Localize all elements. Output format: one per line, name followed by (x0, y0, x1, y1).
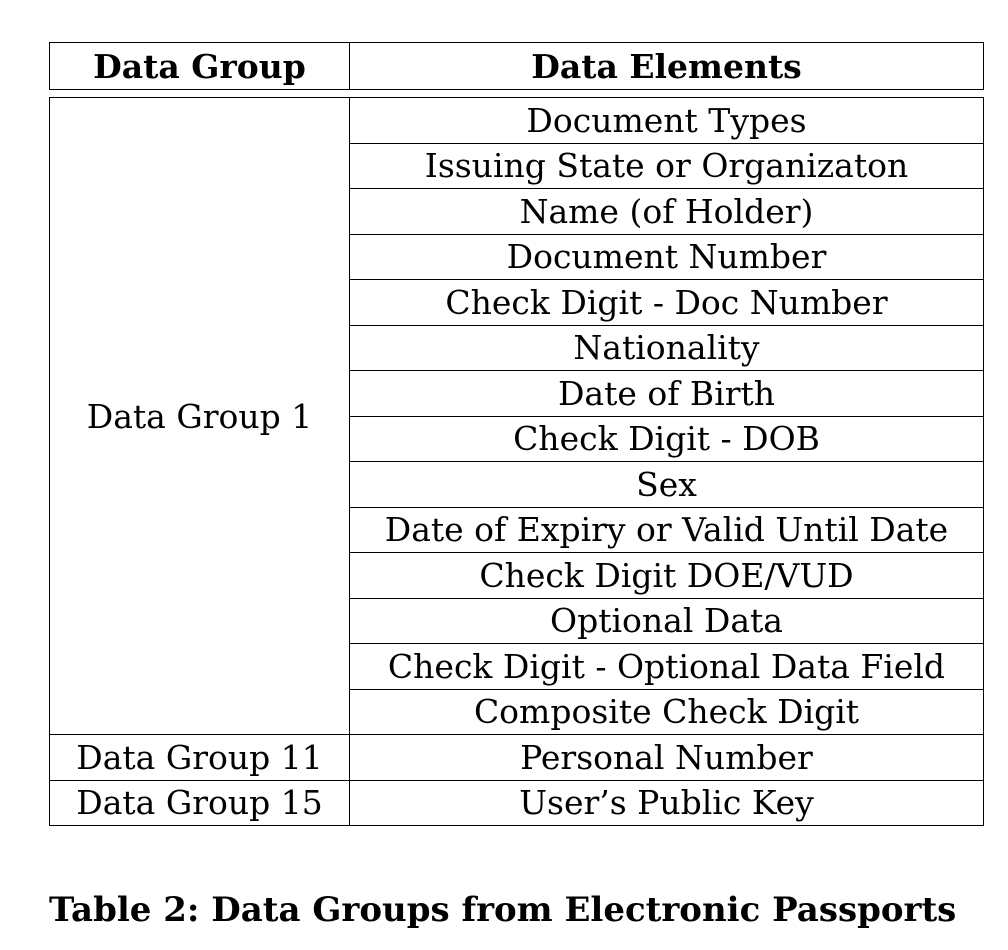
data-element-cell: Nationality (349, 324, 984, 371)
header-row: Data Group Data Elements (49, 42, 984, 90)
data-group-cell: Data Group 15 (49, 779, 350, 826)
data-groups-table: Data Group Data Elements Data Group 1 Doc… (49, 42, 984, 826)
table-caption: Table 2: Data Groups from Electronic Pas… (49, 890, 957, 930)
table-header: Data Group Data Elements (49, 42, 984, 90)
table-row: Optional Data (50, 597, 984, 644)
table-row: Date of Expiry or Valid Until Date (50, 506, 984, 553)
table-row: Composite Check Digit (50, 688, 984, 735)
table-row: Check Digit DOE/VUD (50, 552, 984, 599)
data-element-cell: User’s Public Key (349, 779, 984, 826)
table-row: Data Group 15 User’s Public Key (49, 779, 984, 826)
data-element-cell: Optional Data (349, 597, 984, 644)
data-element-cell: Composite Check Digit (349, 688, 984, 735)
table-body: Data Group 1 Document Types Issuing State … (49, 97, 984, 826)
data-element-cell: Check Digit - Optional Data Field (349, 643, 984, 690)
data-element-cell: Name (of Holder) (349, 188, 984, 235)
data-element-cell: Document Number (349, 233, 984, 280)
data-element-cell: Sex (349, 461, 984, 508)
data-element-cell: Date of Birth (349, 370, 984, 417)
data-group-cell: Data Group 1 (49, 97, 350, 735)
table-body-rows: Data Group 1 Document Types Issuing State … (49, 97, 984, 826)
header-data-elements: Data Elements (349, 42, 984, 90)
table-row: Issuing State or Organizaton (50, 142, 984, 189)
data-element-cell: Document Types (349, 97, 984, 144)
table-row: Name (of Holder) (50, 188, 984, 235)
table-row: Date of Birth (50, 370, 984, 417)
data-element-cell: Check Digit - Doc Number (349, 279, 984, 326)
data-element-cell: Personal Number (349, 734, 984, 781)
table-row: Check Digit - Optional Data Field (50, 643, 984, 690)
header-data-group: Data Group (49, 42, 350, 90)
table-row: Data Group 1 Document Types (49, 97, 984, 735)
data-group-cell: Data Group 11 (49, 734, 350, 781)
data-element-cell: Check Digit DOE/VUD (349, 552, 984, 599)
data-element-cell: Date of Expiry or Valid Until Date (349, 506, 984, 553)
data-element-cell: Issuing State or Organizaton (349, 142, 984, 189)
data-element-cell: Check Digit - DOB (349, 415, 984, 462)
table-row: Document Number (50, 233, 984, 280)
table-row: Data Group 11 Personal Number (49, 734, 984, 781)
